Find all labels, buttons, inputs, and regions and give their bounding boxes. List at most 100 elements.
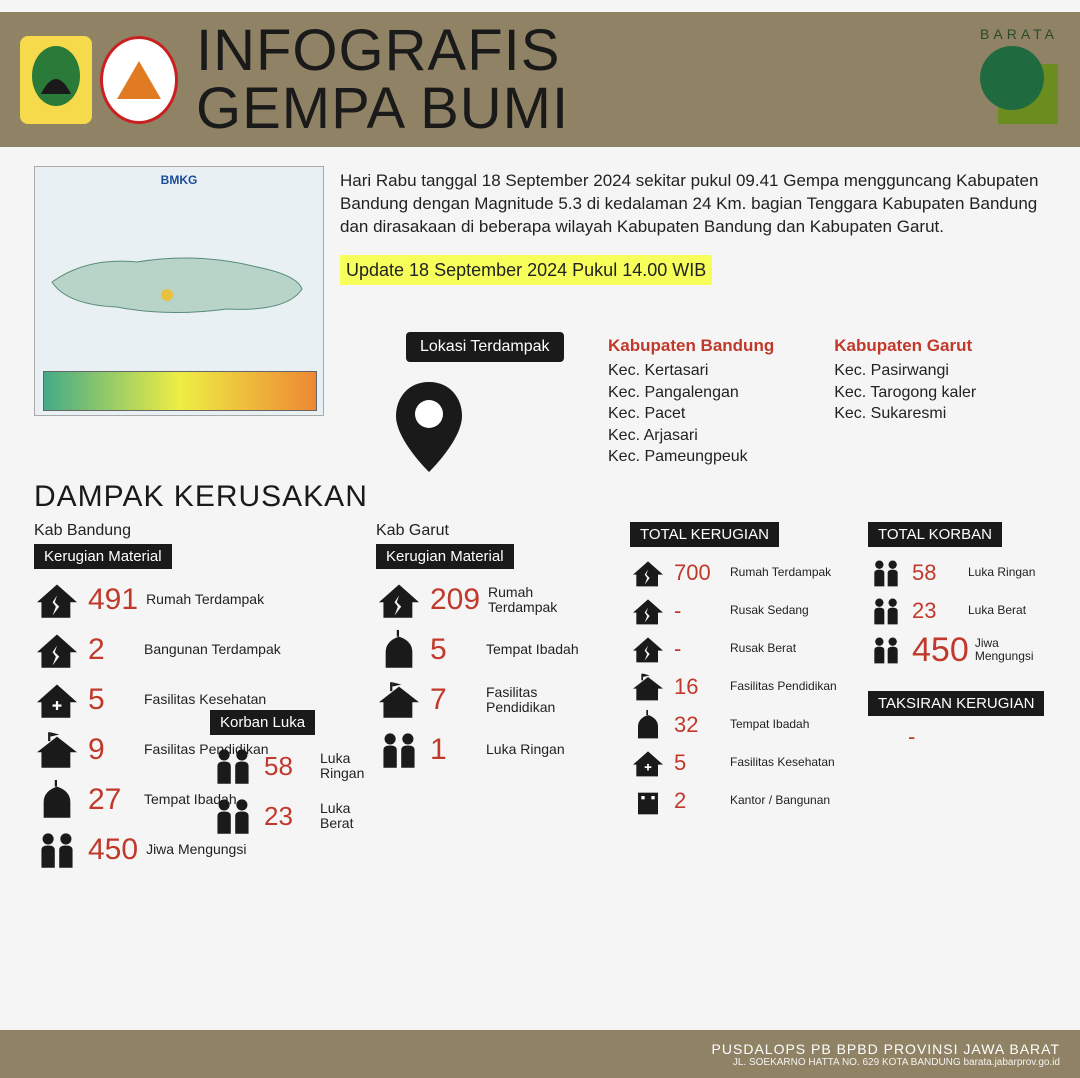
title-line-1: INFOGRAFIS [196, 22, 569, 80]
intro-block: Hari Rabu tanggal 18 September 2024 seki… [340, 170, 1040, 285]
stat-row: -Rusak Berat [630, 633, 850, 665]
school-icon [376, 679, 422, 721]
house-plus-icon [34, 679, 80, 721]
region-item: Kec. Pameungpeuk [608, 446, 774, 468]
total-kerugian-badge: TOTAL KERUGIAN [630, 522, 779, 547]
house-broken-icon [34, 579, 80, 621]
stat-label: Rumah Terdampak [730, 566, 831, 579]
map-java-icon [47, 227, 307, 337]
map-box: BMKG [34, 166, 324, 416]
stat-row: 491 Rumah Terdampak [34, 579, 354, 621]
stat-number: 27 [88, 785, 136, 815]
mosque-icon [376, 629, 422, 671]
stat-row: 2Kantor / Bangunan [630, 785, 850, 817]
house-broken-icon [376, 579, 422, 621]
footer-line-1: PUSDALOPS PB BPBD PROVINSI JAWA BARAT [712, 1041, 1060, 1057]
region-bandung: Kabupaten Bandung Kec. Kertasari Kec. Pa… [608, 336, 774, 468]
stat-number: 23 [912, 600, 960, 622]
stat-row: 58Luka Ringan [210, 745, 360, 787]
stat-number: 5 [674, 752, 722, 774]
region-item: Kec. Sukaresmi [834, 403, 976, 425]
house-broken-icon [630, 595, 666, 627]
stat-number: 16 [674, 676, 722, 698]
stat-row: 5 Tempat Ibadah [376, 629, 606, 671]
map-source: BMKG [161, 173, 198, 187]
stat-number: 2 [674, 790, 722, 812]
stat-row: 7Fasilitas Pendidikan [376, 679, 606, 721]
stat-row: 5Fasilitas Kesehatan [630, 747, 850, 779]
stat-row: 700 Rumah Terdampak [630, 557, 850, 589]
stat-row: 2 Bangunan Terdampak [34, 629, 354, 671]
region-garut: Kabupaten Garut Kec. Pasirwangi Kec. Tar… [834, 336, 976, 468]
stat-label: Rusak Sedang [730, 604, 809, 617]
stat-number: - [674, 600, 722, 622]
stat-label: Rumah Terdampak [488, 585, 606, 616]
stat-list: 58Luka Ringan 23 Luka Berat [210, 745, 360, 837]
taksiran-value: - [868, 726, 1058, 748]
people-icon [210, 745, 256, 787]
region-title: Kabupaten Garut [834, 336, 976, 356]
mosque-icon [34, 779, 80, 821]
pin-icon [390, 378, 468, 481]
footer-line-2: JL. SOEKARNO HATTA NO. 629 KOTA BANDUNG … [733, 1057, 1060, 1068]
stat-label: Luka Ringan [486, 742, 565, 757]
region-item: Kec. Pasirwangi [834, 360, 976, 382]
stat-number: 450 [88, 835, 138, 865]
stat-label: Luka Berat [968, 604, 1026, 617]
kab-label: Kab Bandung [34, 522, 354, 540]
stat-number: - [674, 638, 722, 660]
lokasi-block: Lokasi Terdampak Kabupaten Bandung Kec. … [388, 332, 1048, 362]
stat-number: - [908, 726, 956, 748]
total-korban-badge: TOTAL KORBAN [868, 522, 1002, 547]
korban-badge: Korban Luka [210, 710, 315, 735]
stat-label: Luka Ringan [968, 566, 1035, 579]
dampak-heading: DAMPAK KERUSAKAN [34, 480, 368, 514]
stat-number: 9 [88, 735, 136, 765]
stat-number: 58 [264, 753, 312, 779]
header-logos [20, 36, 178, 124]
school-icon [630, 671, 666, 703]
people-icon [210, 795, 256, 837]
stat-number: 5 [430, 635, 478, 665]
header-band: INFOGRAFIS GEMPA BUMI BARATA [0, 12, 1080, 147]
map-legend-icon [43, 371, 317, 411]
stat-label: Luka Berat [320, 801, 360, 832]
region-item: Kec. Pangalengan [608, 382, 774, 404]
stat-number: 700 [674, 562, 722, 584]
stat-number: 32 [674, 714, 722, 736]
people-icon [34, 829, 80, 871]
stat-list: 209 Rumah Terdampak 5 Tempat Ibadah 7Fasilit… [376, 579, 606, 771]
stat-number: 2 [88, 635, 136, 665]
stat-label: Bangunan Terdampak [144, 642, 281, 657]
people-icon [868, 634, 904, 666]
stat-label: Fasilitas Pendidikan [730, 680, 837, 693]
stat-row: -Rusak Sedang [630, 595, 850, 627]
region-item: Kec. Arjasari [608, 425, 774, 447]
col-garut: Kab Garut Kerugian Material 209Rumah Ter… [376, 522, 606, 779]
stat-label: Rumah Terdampak [146, 592, 264, 607]
region-item: Kec. Pacet [608, 403, 774, 425]
house-broken-icon [630, 557, 666, 589]
stat-number: 23 [264, 803, 312, 829]
stat-label: Rusak Berat [730, 642, 796, 655]
stat-number: 491 [88, 585, 138, 615]
stat-row: 32Tempat Ibadah [630, 709, 850, 741]
stat-row: 209 Rumah Terdampak [376, 579, 606, 621]
stat-label: Jiwa Mengungsi [975, 637, 1058, 663]
stat-number: 7 [430, 685, 478, 715]
region-title: Kabupaten Bandung [608, 336, 774, 356]
col-total-kerugian: TOTAL KERUGIAN 700Rumah Terdampak-Rusak … [630, 522, 850, 823]
building-icon [630, 785, 666, 817]
material-badge: Kerugian Material [376, 544, 514, 569]
stat-number: 1 [430, 735, 478, 765]
taksiran-badge: TAKSIRAN KERUGIAN [868, 691, 1044, 716]
stat-row: 23 Luka Berat [868, 595, 1058, 627]
lokasi-badge: Lokasi Terdampak [406, 332, 564, 362]
stat-label: Tempat Ibadah [486, 642, 579, 657]
stat-row: 1 Luka Ringan [376, 729, 606, 771]
logo-jabar [20, 36, 92, 124]
title-line-2: GEMPA BUMI [196, 80, 569, 138]
stat-number: 450 [912, 633, 967, 667]
stat-number: 209 [430, 585, 480, 615]
stat-row: 58Luka Ringan [868, 557, 1058, 589]
